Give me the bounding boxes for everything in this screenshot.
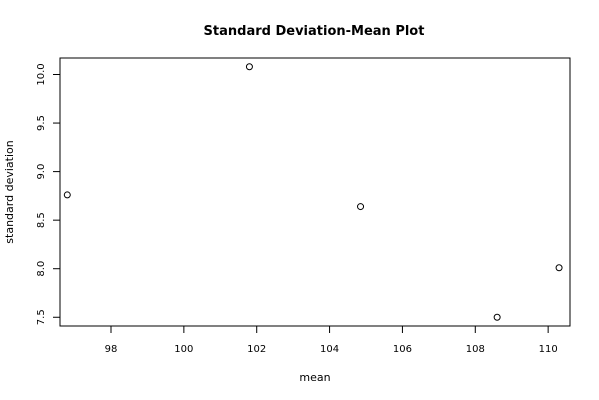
y-tick-label: 9.0 [36,164,47,180]
y-tick-label: 8.0 [36,261,47,277]
x-tick-label: 106 [393,344,412,355]
y-tick-label: 9.5 [36,115,47,131]
plot-frame [59,57,571,327]
data-points [63,63,563,321]
data-point [357,203,365,211]
x-tick-label: 100 [174,344,193,355]
data-point [63,191,71,199]
data-point [245,63,253,71]
x-tick-label: 102 [247,344,266,355]
x-tick-label: 108 [466,344,485,355]
x-tick-label: 98 [105,344,118,355]
y-axis: 7.5 8.0 8.5 9.0 9.5 10.0 [36,63,60,325]
y-axis-label: standard deviation [3,140,16,243]
chart-title: Standard Deviation-Mean Plot [204,24,425,39]
x-tick-label: 104 [320,344,339,355]
x-axis: 98 100 102 104 106 108 110 [105,326,558,355]
data-point [493,313,501,321]
y-tick-label: 10.0 [36,63,47,85]
y-tick-label: 7.5 [36,309,47,325]
x-tick-label: 110 [539,344,558,355]
y-tick-label: 8.5 [36,212,47,228]
data-point [555,264,563,272]
x-axis-label: mean [299,371,330,384]
